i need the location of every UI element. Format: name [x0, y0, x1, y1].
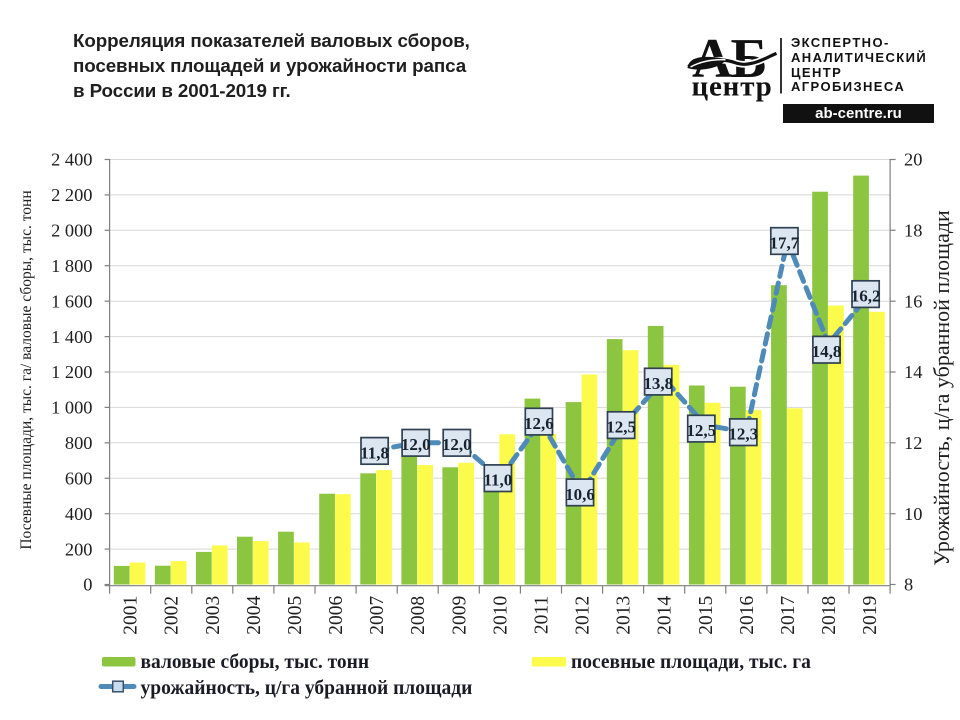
svg-text:12: 12	[904, 433, 922, 453]
svg-text:8: 8	[904, 575, 913, 595]
svg-text:17,7: 17,7	[770, 233, 800, 252]
svg-text:2018: 2018	[819, 596, 840, 635]
svg-text:2015: 2015	[696, 596, 717, 635]
svg-text:0: 0	[83, 575, 92, 595]
svg-text:400: 400	[65, 504, 93, 524]
svg-text:10,6: 10,6	[565, 485, 595, 504]
svg-text:1 400: 1 400	[51, 327, 92, 347]
svg-text:2004: 2004	[244, 596, 265, 635]
svg-text:12,6: 12,6	[524, 414, 554, 433]
svg-text:20: 20	[904, 150, 922, 170]
svg-text:12,5: 12,5	[686, 421, 716, 440]
svg-text:2005: 2005	[285, 596, 306, 635]
svg-text:200: 200	[65, 539, 93, 559]
svg-text:18: 18	[904, 221, 922, 241]
svg-text:1 800: 1 800	[51, 256, 92, 276]
svg-text:2 000: 2 000	[51, 221, 92, 241]
svg-text:валовые сборы, тыс. тонн: валовые сборы, тыс. тонн	[141, 652, 370, 673]
svg-text:12,0: 12,0	[442, 435, 472, 454]
svg-text:14,8: 14,8	[812, 342, 842, 361]
svg-text:Урожайность, ц/га убранной пло: Урожайность, ц/га убранной площади	[929, 210, 954, 566]
svg-text:2008: 2008	[408, 596, 429, 635]
svg-text:16: 16	[904, 291, 922, 311]
svg-text:14: 14	[904, 362, 922, 382]
svg-text:12,5: 12,5	[606, 418, 636, 437]
svg-text:16,2: 16,2	[851, 287, 881, 306]
svg-text:11,0: 11,0	[483, 471, 512, 490]
svg-text:2 200: 2 200	[51, 185, 92, 205]
svg-text:2007: 2007	[367, 596, 388, 635]
svg-text:800: 800	[65, 433, 93, 453]
svg-text:2003: 2003	[203, 596, 224, 635]
svg-text:центр: центр	[692, 71, 773, 103]
svg-text:600: 600	[65, 468, 93, 488]
svg-text:2016: 2016	[737, 596, 758, 635]
svg-text:2017: 2017	[778, 596, 799, 635]
svg-text:Посевные площади, тыс. га/ вал: Посевные площади, тыс. га/ валовые сборы…	[18, 190, 35, 549]
svg-text:2013: 2013	[614, 596, 635, 635]
svg-text:10: 10	[904, 504, 922, 524]
svg-text:13,8: 13,8	[643, 374, 673, 393]
svg-text:2019: 2019	[860, 596, 881, 635]
svg-text:1 200: 1 200	[51, 362, 92, 382]
svg-text:2002: 2002	[162, 596, 183, 635]
svg-text:2 400: 2 400	[51, 150, 92, 170]
svg-text:1 000: 1 000	[51, 398, 92, 418]
svg-text:12,3: 12,3	[728, 425, 758, 444]
svg-text:урожайность, ц/га убранной пло: урожайность, ц/га убранной площади	[141, 678, 473, 699]
svg-text:2010: 2010	[490, 596, 511, 635]
svg-text:2012: 2012	[573, 596, 594, 635]
svg-text:12,0: 12,0	[401, 435, 431, 454]
svg-text:11,8: 11,8	[360, 443, 389, 462]
svg-text:1 600: 1 600	[51, 291, 92, 311]
svg-text:2006: 2006	[326, 596, 347, 635]
svg-text:2014: 2014	[655, 596, 676, 635]
svg-text:посевные площади, тыс. га: посевные площади, тыс. га	[571, 652, 811, 673]
svg-text:2001: 2001	[121, 596, 142, 635]
svg-text:2011: 2011	[531, 596, 552, 634]
svg-text:2009: 2009	[449, 596, 470, 635]
